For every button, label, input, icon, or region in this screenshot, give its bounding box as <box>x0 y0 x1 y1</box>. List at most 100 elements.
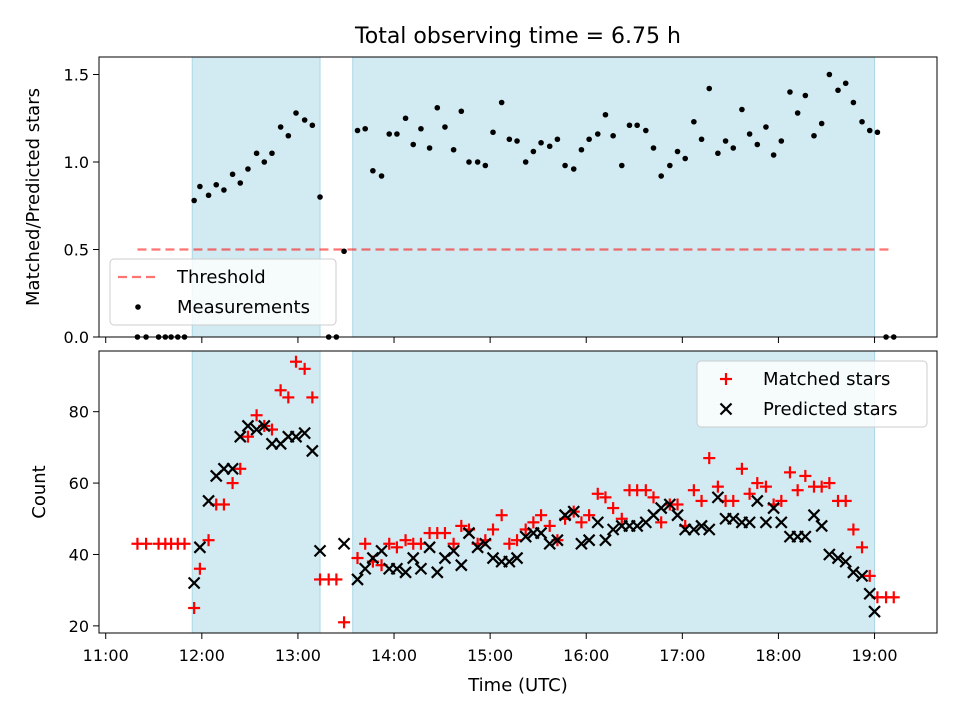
predicted-star-point-b <box>799 530 812 543</box>
matched-star-point <box>823 477 836 490</box>
measurement-point <box>285 132 292 139</box>
matched-star-point <box>290 355 303 368</box>
bottom-y-tick-label: 60 <box>69 474 89 493</box>
predicted-star-point <box>337 537 351 551</box>
predicted-star-point-b <box>455 558 468 572</box>
measurement-point <box>474 159 481 165</box>
legend-predicted-label: Predicted stars <box>763 399 897 420</box>
measurement-point <box>842 80 849 87</box>
predicted-star-point <box>399 566 412 579</box>
measurement-point <box>715 150 721 157</box>
predicted-star-point <box>462 526 476 540</box>
bottom-x-axis-label: Time (UTC) <box>467 675 568 696</box>
legend-threshold-label: Threshold <box>176 267 266 288</box>
legend-matched-swatch <box>720 373 732 385</box>
predicted-star-point-b <box>241 419 255 433</box>
predicted-star-point <box>831 551 845 565</box>
figure-title: Total observing time = 6.75 h <box>354 24 681 49</box>
measurement-point <box>802 92 809 99</box>
matched-star-point <box>226 477 239 490</box>
predicted-star-point <box>351 573 364 586</box>
predicted-star-point <box>486 551 500 565</box>
predicted-star-point-b <box>551 533 564 547</box>
measurement-point <box>301 117 308 123</box>
matched-star-point <box>306 391 319 404</box>
matched-star-point <box>383 537 396 550</box>
predicted-star-point <box>202 494 215 508</box>
matched-star-point <box>775 494 788 507</box>
measurement-point <box>770 152 777 158</box>
predicted-star-point-b <box>702 523 716 536</box>
measurement-point <box>554 136 561 143</box>
top-y-tick-label: 0.5 <box>64 241 89 260</box>
bottom-shaded-interval-0 <box>191 350 321 634</box>
predicted-star-point-b <box>831 551 845 565</box>
measurement-point <box>498 99 505 106</box>
measurement-point <box>213 181 220 188</box>
predicted-star-point <box>534 526 548 540</box>
predicted-star-point <box>447 544 460 558</box>
matched-star-point <box>863 569 876 582</box>
measurement-point <box>562 162 568 169</box>
matched-star-point <box>234 462 247 475</box>
measurement-point <box>730 145 737 151</box>
matched-star-point <box>543 519 556 532</box>
legend-matched-label: Matched stars <box>763 369 890 390</box>
predicted-star-point <box>455 558 468 572</box>
matched-star-point <box>743 487 756 500</box>
predicted-star-point <box>471 541 484 554</box>
predicted-star-point-b <box>534 526 548 540</box>
predicted-star-point <box>847 566 860 579</box>
predicted-star-point <box>187 576 201 590</box>
predicted-star-point-b <box>711 491 725 504</box>
bottom-y-axis-label: Count <box>29 465 50 518</box>
matched-star-point <box>639 484 652 497</box>
predicted-star-point-b <box>863 587 877 601</box>
predicted-star-point-b <box>591 516 605 529</box>
predicted-star-point-b <box>599 533 612 547</box>
predicted-star-point <box>519 530 532 543</box>
predicted-star-point-b <box>671 508 684 522</box>
measurement-point <box>818 120 825 127</box>
predicted-star-point-b <box>519 530 532 543</box>
matched-star-point <box>140 537 153 550</box>
predicted-star-point <box>863 587 877 601</box>
measurement-point <box>434 104 441 111</box>
top-y-axis-label: Matched/Predicted stars <box>23 88 44 306</box>
predicted-star-point <box>654 501 668 515</box>
predicted-star-point <box>711 491 725 504</box>
predicted-star-point-b <box>306 444 319 458</box>
legend-predicted-swatch-b <box>719 402 733 416</box>
predicted-star-point-b <box>313 544 327 558</box>
predicted-star-point <box>743 516 756 529</box>
predicted-star-point <box>599 533 612 547</box>
measurement-point <box>237 180 244 186</box>
bottom-legend-box <box>696 360 928 428</box>
predicted-star-point-b <box>815 519 828 533</box>
predicted-star-point-b <box>630 519 644 533</box>
predicted-star-point <box>298 426 311 440</box>
measurement-point <box>418 125 424 132</box>
predicted-star-point <box>868 605 881 618</box>
predicted-star-point-b <box>695 519 708 533</box>
measurement-point <box>450 146 457 153</box>
predicted-star-point-b <box>447 544 460 558</box>
matched-star-point <box>751 477 764 490</box>
predicted-star-point-b <box>375 544 388 558</box>
matched-star-point <box>583 509 596 522</box>
bottom-x-tick-label: 14:00 <box>371 646 417 665</box>
measurement-point <box>811 132 817 139</box>
predicted-star-point-b <box>575 537 588 551</box>
measurement-point <box>410 141 417 148</box>
matched-star-point <box>298 362 311 375</box>
predicted-star-point-b <box>767 501 780 515</box>
predicted-star-point <box>233 430 247 443</box>
measurement-point <box>794 110 801 116</box>
predicted-star-point <box>241 419 255 433</box>
bottom-y-tick-label: 40 <box>69 545 89 564</box>
top-legend: Threshold Measurements <box>109 258 337 326</box>
matched-star-point <box>390 541 403 554</box>
predicted-star-point-b <box>430 566 444 579</box>
measurement-point <box>754 141 761 148</box>
